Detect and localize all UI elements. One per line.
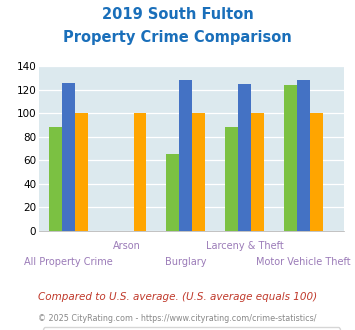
Text: Burglary: Burglary (165, 257, 207, 267)
Bar (284, 85, 297, 231)
Bar (251, 113, 264, 231)
Legend: South Fulton, Tennessee, National: South Fulton, Tennessee, National (43, 327, 340, 330)
Bar (179, 80, 192, 231)
Bar (75, 113, 88, 231)
Text: All Property Crime: All Property Crime (24, 257, 113, 267)
Bar (62, 82, 75, 231)
Text: © 2025 CityRating.com - https://www.cityrating.com/crime-statistics/: © 2025 CityRating.com - https://www.city… (38, 314, 317, 323)
Text: Arson: Arson (113, 241, 141, 251)
Bar (297, 80, 310, 231)
Text: Property Crime Comparison: Property Crime Comparison (63, 30, 292, 45)
Bar (166, 154, 179, 231)
Bar (310, 113, 323, 231)
Bar (238, 84, 251, 231)
Bar (192, 113, 205, 231)
Text: Compared to U.S. average. (U.S. average equals 100): Compared to U.S. average. (U.S. average … (38, 292, 317, 302)
Bar (133, 113, 147, 231)
Text: Motor Vehicle Theft: Motor Vehicle Theft (256, 257, 351, 267)
Bar (49, 127, 62, 231)
Text: Larceny & Theft: Larceny & Theft (206, 241, 283, 251)
Text: 2019 South Fulton: 2019 South Fulton (102, 7, 253, 21)
Bar (225, 127, 238, 231)
